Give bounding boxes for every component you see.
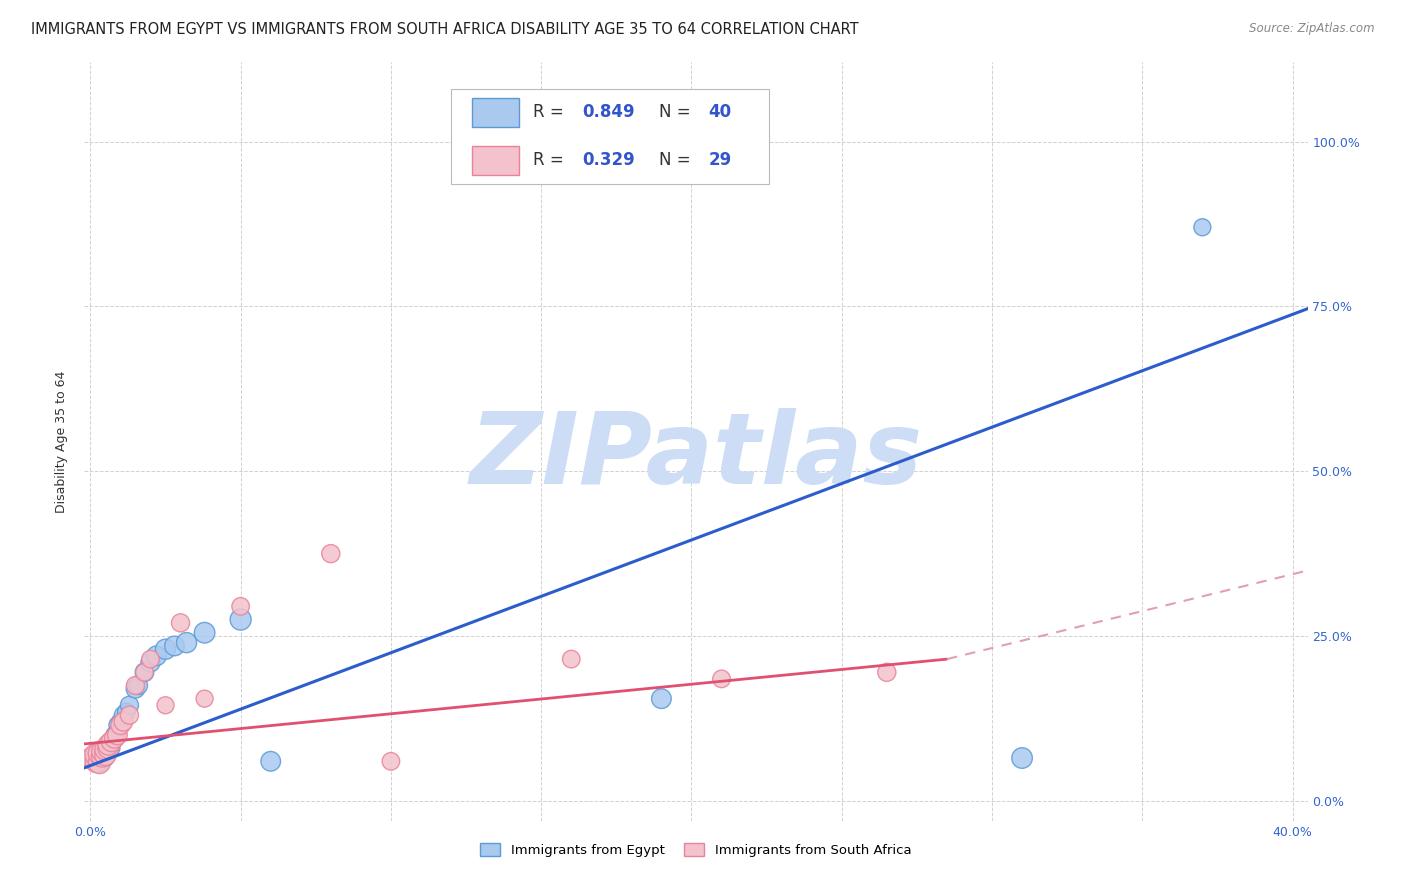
Point xyxy=(94,747,117,762)
Point xyxy=(91,754,114,768)
Point xyxy=(91,744,114,758)
Bar xyxy=(472,146,519,175)
Text: Source: ZipAtlas.com: Source: ZipAtlas.com xyxy=(1250,22,1375,36)
Point xyxy=(82,751,104,765)
Point xyxy=(107,728,129,742)
Point xyxy=(103,731,125,746)
Text: R =: R = xyxy=(533,103,569,121)
Text: N =: N = xyxy=(659,152,696,169)
Point xyxy=(1011,751,1033,765)
Bar xyxy=(472,98,519,127)
Text: IMMIGRANTS FROM EGYPT VS IMMIGRANTS FROM SOUTH AFRICA DISABILITY AGE 35 TO 64 CO: IMMIGRANTS FROM EGYPT VS IMMIGRANTS FROM… xyxy=(31,22,859,37)
Point xyxy=(82,751,104,765)
Point xyxy=(260,754,283,768)
Text: N =: N = xyxy=(659,103,696,121)
Point xyxy=(103,728,125,742)
Point xyxy=(176,635,198,649)
Point xyxy=(127,678,149,692)
Point xyxy=(100,734,122,748)
Text: 0.849: 0.849 xyxy=(582,103,636,121)
Point xyxy=(710,672,733,686)
Point xyxy=(139,652,162,666)
Point xyxy=(124,681,146,696)
Point xyxy=(91,744,114,758)
Text: 29: 29 xyxy=(709,152,731,169)
Point xyxy=(91,741,114,756)
Point xyxy=(94,751,117,765)
Point xyxy=(194,691,217,706)
Point xyxy=(115,705,138,719)
Point xyxy=(89,756,111,770)
Point xyxy=(650,691,672,706)
Point xyxy=(110,718,132,732)
Point xyxy=(229,599,252,614)
Point xyxy=(91,749,114,764)
Point xyxy=(112,714,135,729)
Point xyxy=(1191,220,1213,235)
Text: ZIPatlas: ZIPatlas xyxy=(470,409,922,505)
Point xyxy=(134,665,156,680)
Point xyxy=(97,741,120,756)
Point xyxy=(107,724,129,739)
FancyBboxPatch shape xyxy=(451,89,769,184)
Point xyxy=(82,754,104,768)
Point xyxy=(319,547,342,561)
Legend: Immigrants from Egypt, Immigrants from South Africa: Immigrants from Egypt, Immigrants from S… xyxy=(474,836,918,863)
Point xyxy=(94,742,117,756)
Point xyxy=(380,754,402,768)
Point xyxy=(560,652,582,666)
Point xyxy=(89,757,111,772)
Point xyxy=(169,615,191,630)
Text: 40: 40 xyxy=(709,103,731,121)
Text: R =: R = xyxy=(533,152,569,169)
Point xyxy=(100,734,122,748)
Point xyxy=(89,749,111,764)
Point xyxy=(110,714,132,729)
Point xyxy=(86,754,108,768)
Point xyxy=(145,648,167,663)
Point xyxy=(89,747,111,761)
Point xyxy=(876,665,898,680)
Point xyxy=(86,747,108,762)
Point xyxy=(86,753,108,767)
Point xyxy=(112,708,135,723)
Point xyxy=(155,642,177,657)
Point xyxy=(229,613,252,627)
Point xyxy=(97,738,120,752)
Point xyxy=(97,739,120,754)
Point xyxy=(100,741,122,756)
Point xyxy=(107,718,129,732)
Point xyxy=(118,698,141,713)
Point xyxy=(94,742,117,756)
Point xyxy=(86,756,108,770)
Point xyxy=(124,678,146,692)
Point xyxy=(194,625,217,640)
Point xyxy=(86,747,108,762)
Point xyxy=(163,639,186,653)
Y-axis label: Disability Age 35 to 64: Disability Age 35 to 64 xyxy=(55,370,69,513)
Point xyxy=(118,708,141,723)
Point xyxy=(103,731,125,746)
Point xyxy=(155,698,177,713)
Point xyxy=(139,656,162,670)
Point xyxy=(134,665,156,680)
Point xyxy=(97,744,120,758)
Point xyxy=(94,747,117,762)
Text: 0.329: 0.329 xyxy=(582,152,636,169)
Point xyxy=(89,747,111,761)
